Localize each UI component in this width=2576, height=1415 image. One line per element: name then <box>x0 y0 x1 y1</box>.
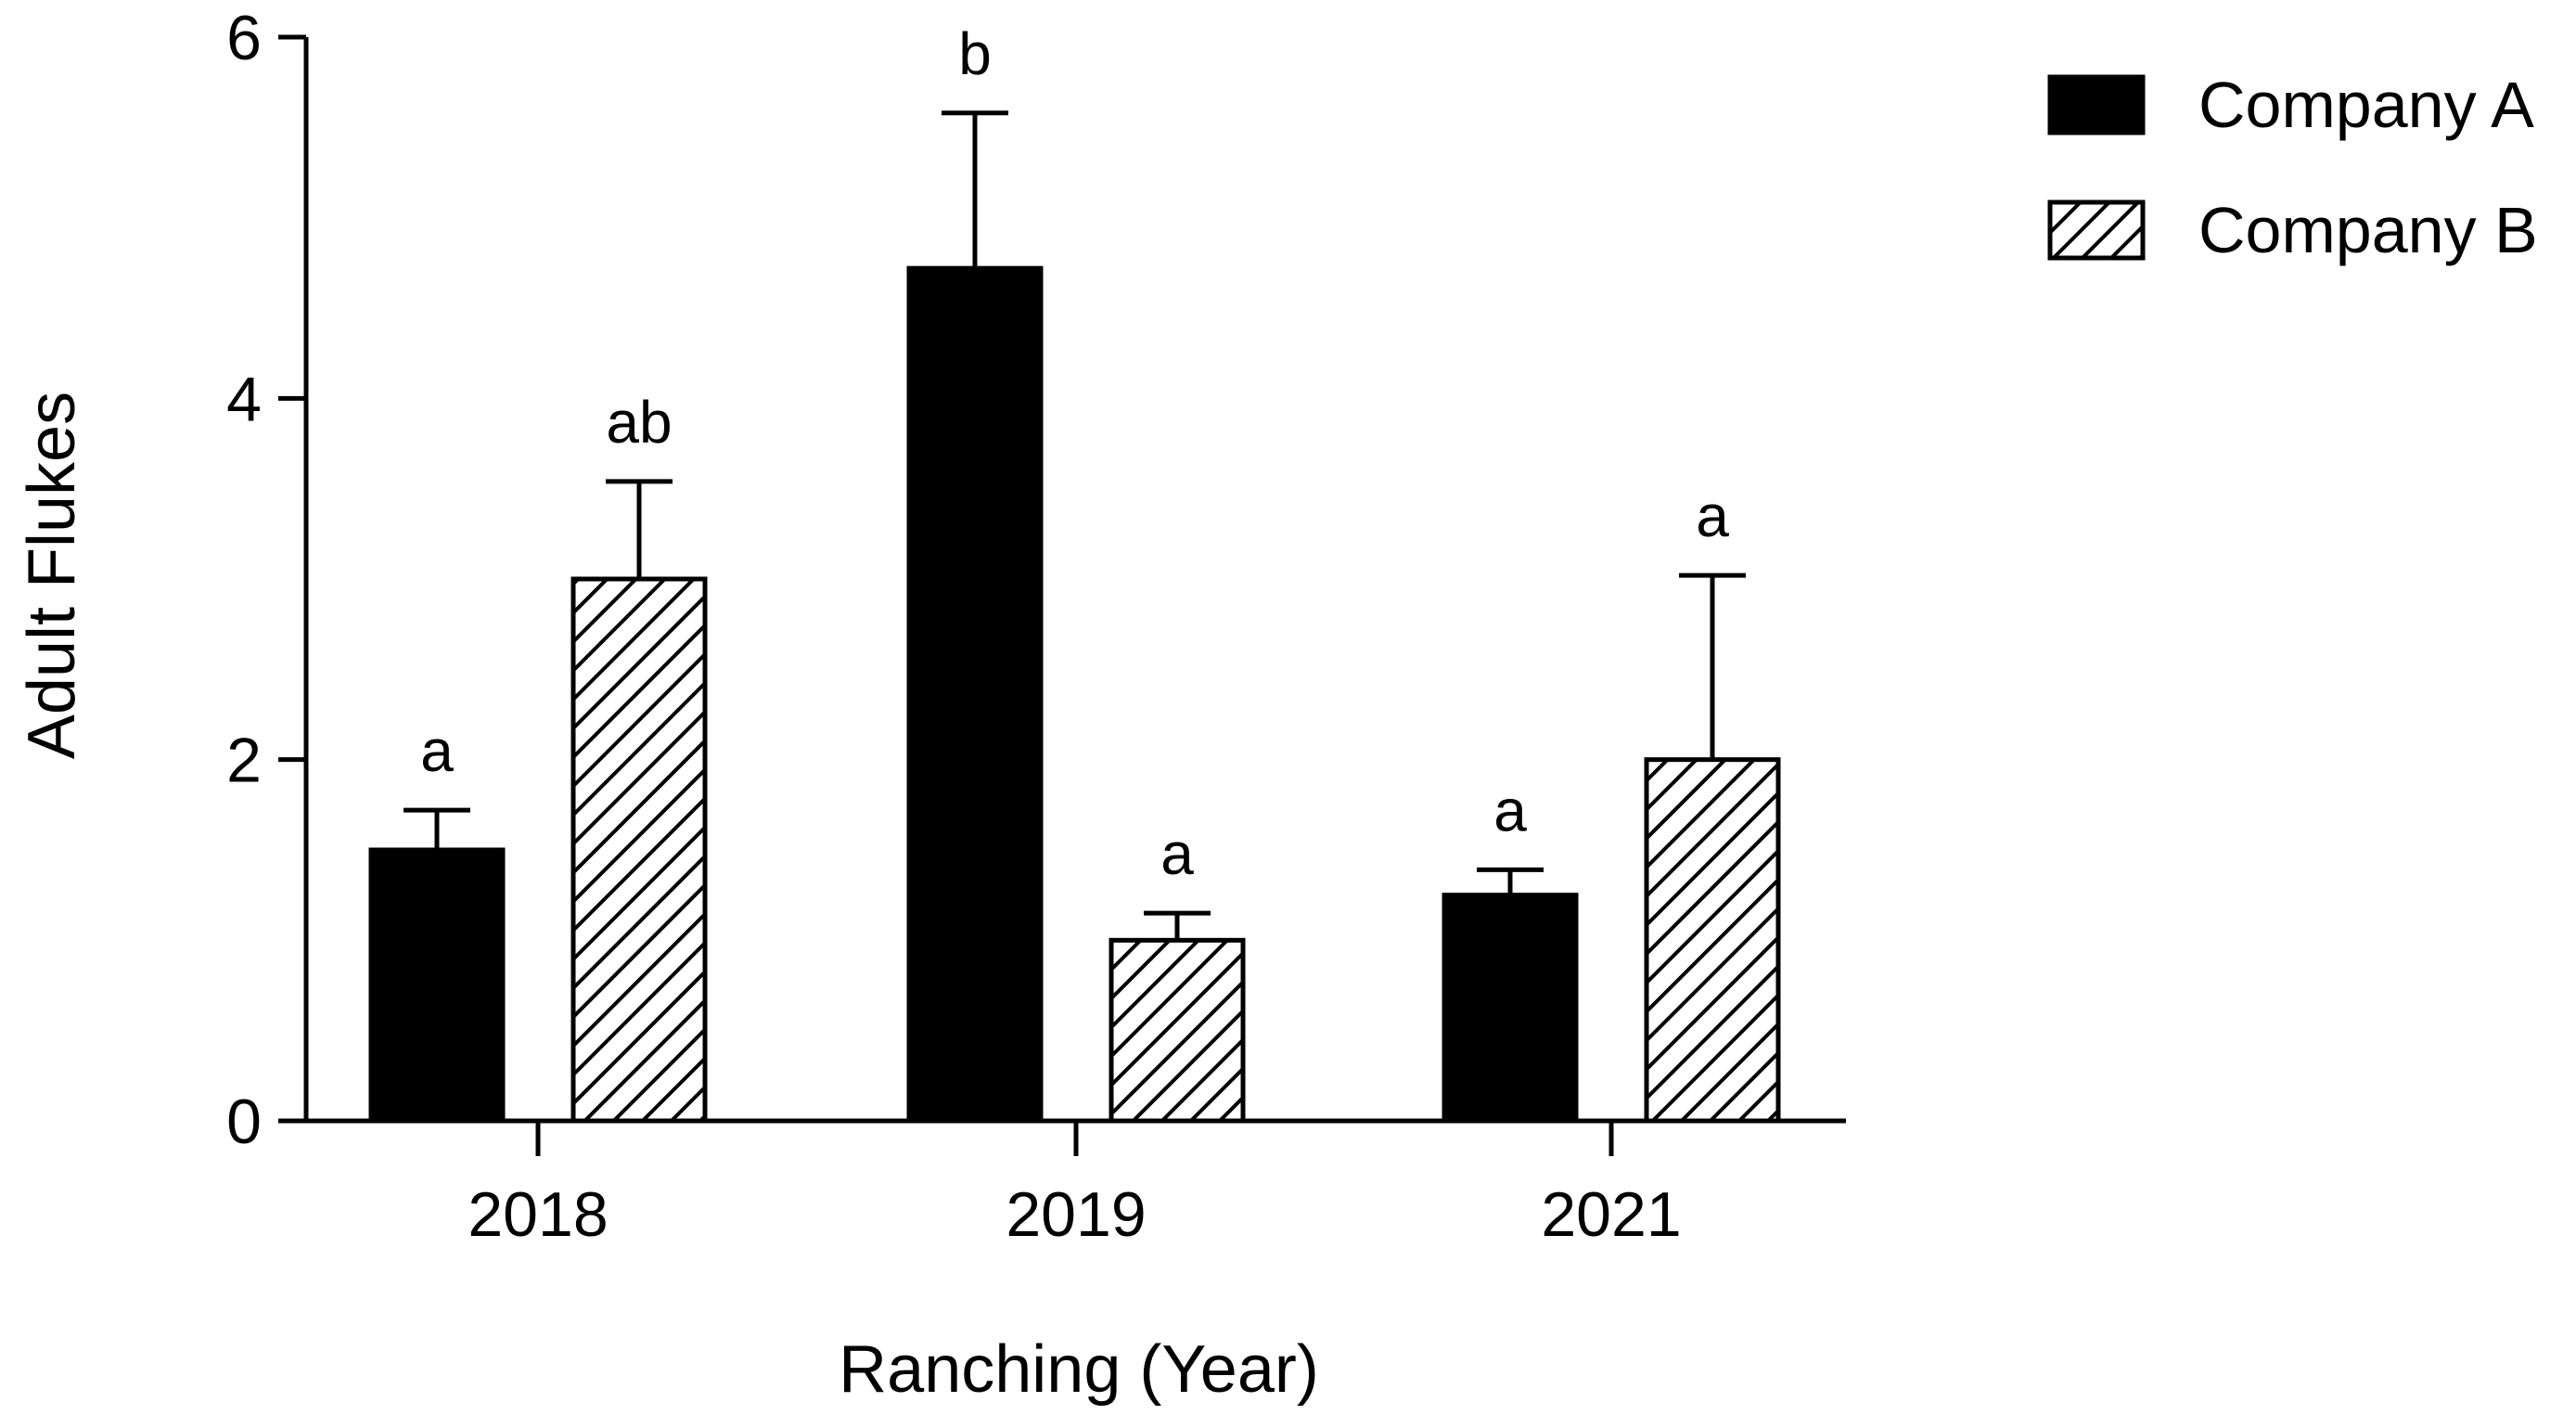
error-bars-layer <box>404 110 1746 941</box>
bar-company-b <box>570 576 708 1124</box>
x-tick-label: 2021 <box>1541 1179 1681 1250</box>
legend: Company A Company B <box>2047 69 2538 266</box>
significance-label: a <box>420 717 454 784</box>
significance-label: b <box>958 20 992 87</box>
bar-company-b <box>1644 757 1781 1124</box>
legend-label: Company A <box>2198 69 2534 141</box>
x-axis-title: Ranching (Year) <box>839 1332 1319 1407</box>
legend-label: Company B <box>2198 194 2538 266</box>
y-axis-title: Adult Flukes <box>15 392 89 759</box>
bars-layer <box>368 265 1781 1124</box>
x-tick-label: 2018 <box>468 1179 608 1250</box>
x-tick-label: 2019 <box>1006 1179 1146 1250</box>
axes <box>303 37 1846 1124</box>
significance-label: a <box>1160 820 1194 887</box>
y-tick-label: 2 <box>226 726 262 796</box>
bar-company-a <box>906 265 1044 1124</box>
y-tick-label: 6 <box>226 3 262 73</box>
bar-company-a <box>368 847 506 1124</box>
x-ticks: 2018 2019 2021 <box>468 1121 1682 1250</box>
y-ticks: 0 2 4 6 <box>226 3 306 1157</box>
legend-swatch <box>2047 74 2146 135</box>
significance-label: ab <box>606 389 672 456</box>
bar-company-b <box>1109 937 1246 1124</box>
bar-company-a <box>1442 893 1579 1124</box>
y-tick-label: 0 <box>226 1087 262 1157</box>
significance-label: a <box>1493 777 1527 843</box>
y-tick-label: 4 <box>226 364 262 434</box>
legend-swatch <box>2047 199 2146 261</box>
significance-label: a <box>1696 482 1729 549</box>
